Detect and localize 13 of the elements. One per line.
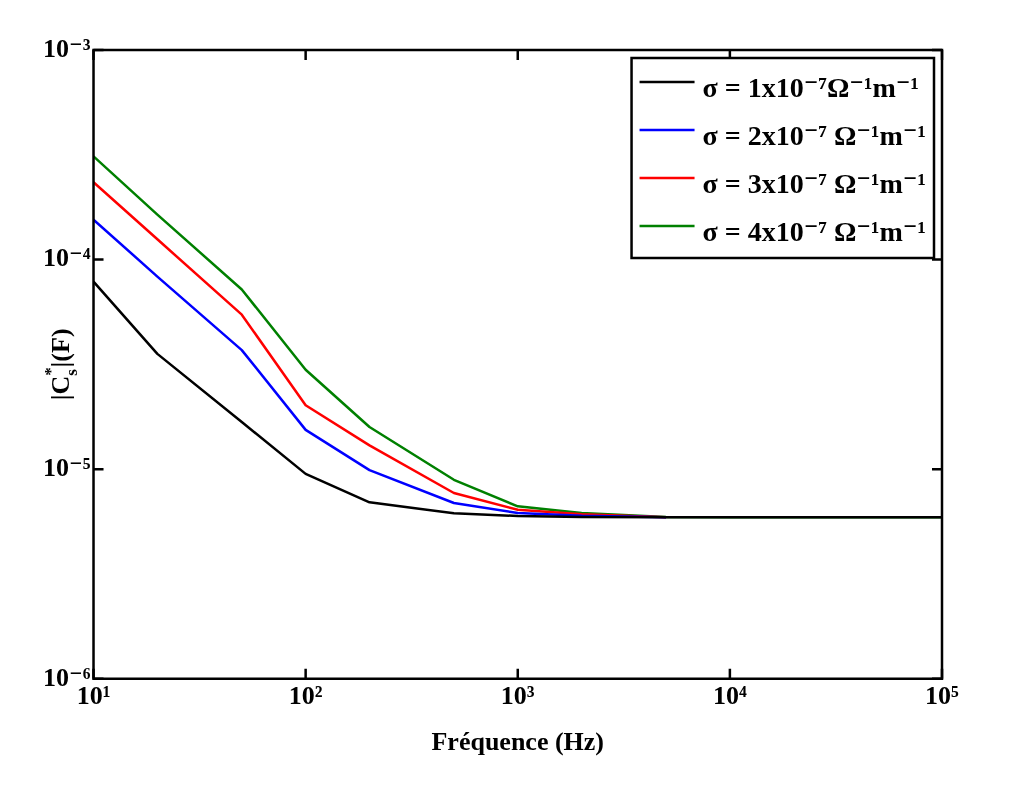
x-tick-label: 10⁴ [712,681,747,711]
y-tick-label: 10⁻⁴ [42,243,91,273]
x-axis-title: Fréquence (Hz) [431,726,605,756]
legend-label: σ = 2x10⁻⁷ Ω⁻¹m⁻¹ [702,120,926,152]
x-tick-label: 10² [288,681,323,711]
legend-label: σ = 3x10⁻⁷ Ω⁻¹m⁻¹ [702,168,926,200]
x-tick-label: 10⁵ [925,681,960,711]
y-tick-label: 10⁻⁵ [42,452,91,482]
legend-label: σ = 1x10⁻⁷Ω⁻¹m⁻¹ [702,72,919,104]
x-tick-label: 10³ [500,681,535,711]
legend-label: σ = 4x10⁻⁷ Ω⁻¹m⁻¹ [702,216,926,248]
y-tick-label: 10⁻³ [42,33,91,63]
y-axis-title: |Cs*|(F) [40,328,81,401]
